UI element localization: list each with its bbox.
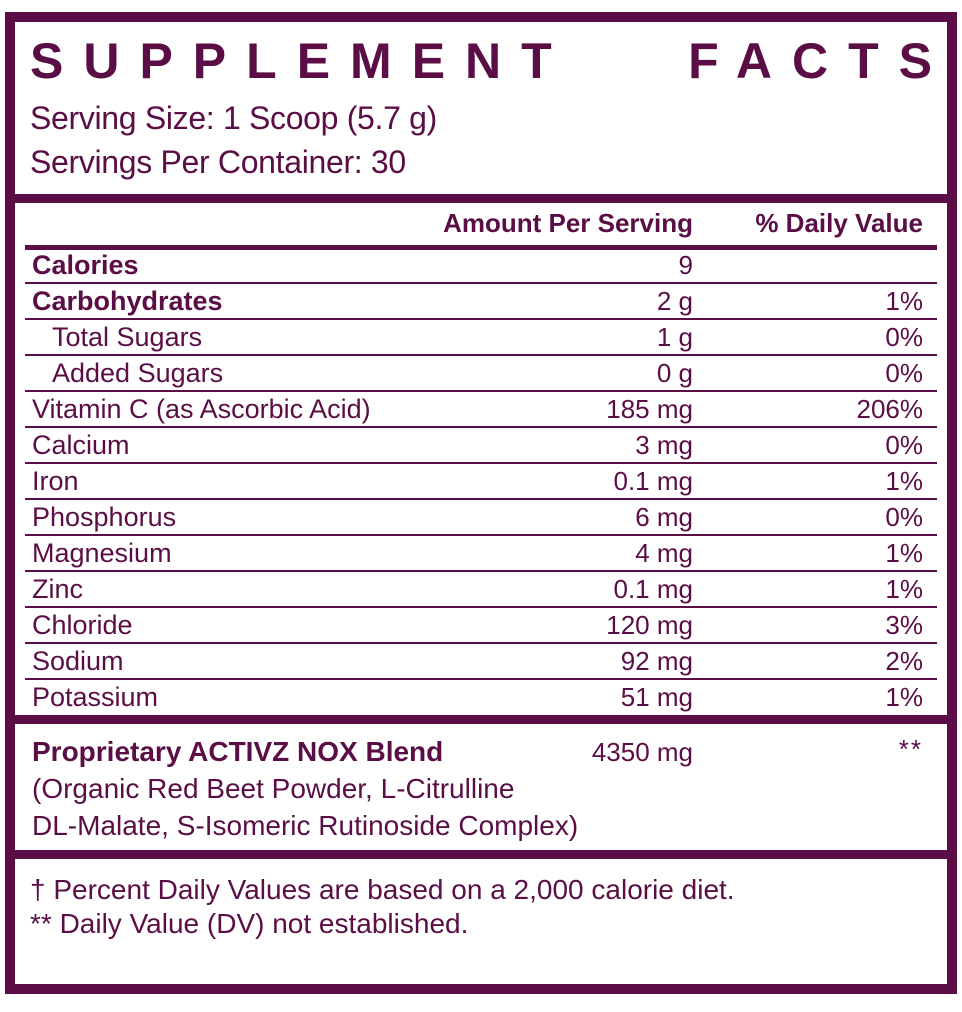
nutrient-name: Zinc	[25, 570, 433, 607]
column-header-blank	[25, 203, 433, 250]
nutrient-dv: 1%	[693, 570, 937, 607]
table-header-row: Amount Per Serving % Daily Value	[25, 203, 937, 250]
nutrient-amount: 3 mg	[433, 426, 693, 463]
column-header-dv: % Daily Value	[693, 203, 937, 250]
nutrient-amount: 0 g	[433, 354, 693, 391]
nutrient-name: Total Sugars	[25, 318, 433, 355]
serving-size-text: Serving Size: 1 Scoop (5.7 g)	[30, 100, 437, 136]
nutrient-amount: 120 mg	[433, 606, 693, 643]
nutrient-amount: 4 mg	[433, 534, 693, 571]
footnote-dv-not-established: ** Daily Value (DV) not established.	[30, 908, 469, 939]
nutrient-row: Potassium 51 mg 1%	[25, 678, 937, 715]
facts-table-section: Amount Per Serving % Daily Value Calorie…	[15, 203, 947, 715]
nutrient-row: Sodium 92 mg 2%	[25, 642, 937, 679]
nutrient-row: Phosphorus 6 mg 0%	[25, 498, 937, 535]
nutrient-amount: 9	[678, 250, 693, 281]
nutrient-name: Vitamin C (as Ascorbic Acid)	[25, 390, 433, 427]
nutrient-amount: 92 mg	[433, 642, 693, 679]
footnote-daily-values: † Percent Daily Values are based on a 2,…	[30, 874, 735, 905]
blend-name: Proprietary ACTIVZ NOX Blend	[32, 736, 444, 767]
blend-dv-symbol: **	[898, 734, 923, 764]
nutrient-dv: 0%	[693, 426, 937, 463]
nutrient-row: Zinc 0.1 mg 1%	[25, 570, 937, 607]
nutrient-name: Magnesium	[25, 534, 433, 571]
nutrient-amount: 2 g	[433, 282, 693, 319]
nutrient-rows: Calories 9 Carbohydrates 2 g 1% Total Sugars 1…	[25, 247, 937, 715]
title-word-facts: FACTS	[688, 33, 932, 89]
nutrient-row: Vitamin C (as Ascorbic Acid) 185 mg 206%	[25, 390, 937, 427]
facts-table: Amount Per Serving % Daily Value Calorie…	[25, 203, 937, 715]
nutrient-name: Added Sugars	[25, 354, 433, 391]
servings-per-container-text: Servings Per Container: 30	[30, 144, 406, 180]
nutrient-amount: 185 mg	[433, 390, 693, 427]
column-header-amount: Amount Per Serving	[433, 203, 693, 250]
nutrient-dv: 3%	[693, 606, 937, 643]
nutrient-name: Calcium	[25, 426, 433, 463]
nutrient-dv: 1%	[693, 462, 937, 499]
nutrient-name: Iron	[25, 462, 433, 499]
nutrient-amount: 0.1 mg	[433, 462, 693, 499]
section-divider	[15, 850, 947, 859]
nutrient-row: Calories 9	[25, 247, 937, 283]
nutrient-dv: 1%	[693, 534, 937, 571]
nutrient-row: Chloride 120 mg 3%	[25, 606, 937, 643]
nutrient-name: Carbohydrates	[25, 282, 433, 319]
nutrient-dv	[693, 247, 937, 283]
nutrient-row: Carbohydrates 2 g 1%	[25, 282, 937, 319]
nutrient-dv: 0%	[693, 354, 937, 391]
nutrient-name: Calories	[32, 250, 139, 281]
nutrient-dv: 2%	[693, 642, 937, 679]
blend-ingredients-line1: (Organic Red Beet Powder, L-Citrulline	[32, 773, 515, 804]
blend-section: Proprietary ACTIVZ NOX Blend 4350 mg ** …	[15, 724, 947, 850]
nutrient-amount: 51 mg	[433, 678, 693, 715]
title-word-supplement: SUPPLEMENT	[30, 33, 572, 89]
page-title: SUPPLEMENT FACTS	[30, 30, 932, 96]
nutrient-dv: 0%	[693, 318, 937, 355]
nutrient-dv: 0%	[693, 498, 937, 535]
nutrient-name: Chloride	[25, 606, 433, 643]
blend-amount: 4350 mg	[591, 737, 693, 767]
nutrient-amount: 1 g	[433, 318, 693, 355]
section-divider	[15, 715, 947, 724]
nutrient-row: Calcium 3 mg 0%	[25, 426, 937, 463]
nutrient-row: Total Sugars 1 g 0%	[25, 318, 937, 355]
nutrient-name: Phosphorus	[25, 498, 433, 535]
nutrient-dv: 206%	[693, 390, 937, 427]
label-header: SUPPLEMENT FACTS Serving Size: 1 Scoop (…	[15, 22, 947, 194]
nutrient-name: Sodium	[25, 642, 433, 679]
nutrient-name: Potassium	[25, 678, 433, 715]
nutrient-row: Iron 0.1 mg 1%	[25, 462, 937, 499]
nutrient-amount: 0.1 mg	[433, 570, 693, 607]
nutrient-row: Added Sugars 0 g 0%	[25, 354, 937, 391]
blend-row: Proprietary ACTIVZ NOX Blend 4350 mg **	[25, 734, 937, 770]
nutrient-amount: 6 mg	[433, 498, 693, 535]
nutrient-dv: 1%	[693, 678, 937, 715]
nutrient-row: Magnesium 4 mg 1%	[25, 534, 937, 571]
blend-ingredients-line2: DL-Malate, S-Isomeric Rutinoside Complex…	[32, 810, 579, 841]
nutrient-dv: 1%	[693, 282, 937, 319]
footnote-section: † Percent Daily Values are based on a 2,…	[15, 859, 947, 984]
supplement-facts-label: SUPPLEMENT FACTS Serving Size: 1 Scoop (…	[5, 12, 957, 994]
section-divider	[15, 194, 947, 203]
